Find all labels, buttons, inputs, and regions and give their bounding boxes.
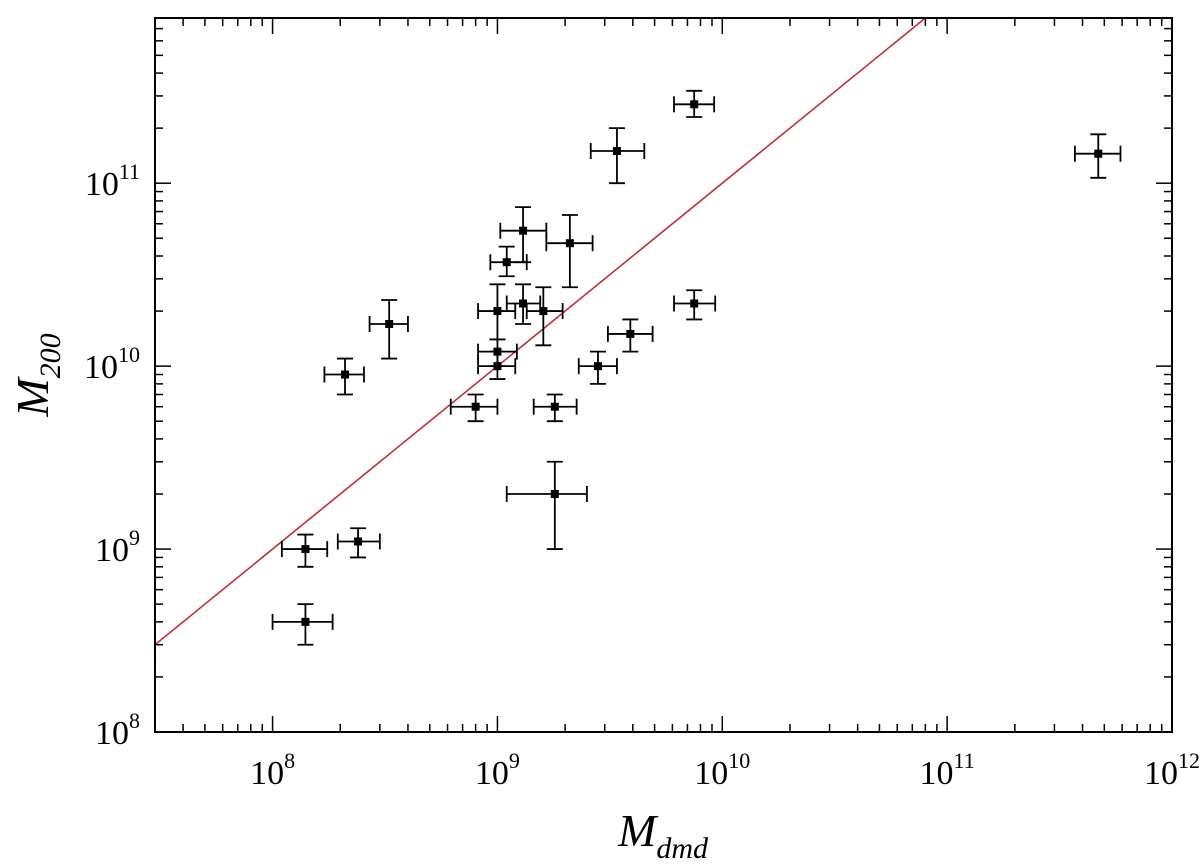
data-point bbox=[545, 214, 594, 289]
point-marker bbox=[519, 226, 528, 235]
point-marker bbox=[301, 545, 310, 554]
point-marker bbox=[690, 299, 699, 308]
data-point bbox=[323, 357, 365, 396]
data-point bbox=[489, 245, 528, 278]
x-tick-label: 108 bbox=[250, 748, 295, 792]
data-point bbox=[673, 289, 717, 321]
point-marker bbox=[493, 307, 502, 316]
point-marker bbox=[626, 329, 635, 338]
y-tick-label: 108 bbox=[95, 708, 140, 752]
point-marker bbox=[493, 362, 502, 371]
data-point bbox=[525, 286, 564, 347]
y-tick-label: 109 bbox=[95, 525, 140, 569]
point-marker bbox=[593, 362, 602, 371]
one-to-one-line bbox=[155, 18, 926, 646]
point-marker bbox=[471, 402, 480, 411]
point-marker bbox=[565, 239, 574, 248]
data-point bbox=[449, 393, 499, 423]
data-point bbox=[280, 533, 329, 568]
point-marker bbox=[354, 537, 363, 546]
x-tick-label: 1011 bbox=[920, 748, 975, 792]
point-marker bbox=[1094, 149, 1103, 158]
point-marker bbox=[502, 258, 511, 267]
data-point bbox=[673, 89, 716, 118]
data-point bbox=[607, 318, 654, 353]
axis-ticks bbox=[154, 17, 1173, 733]
x-tick-label: 109 bbox=[475, 748, 520, 792]
point-marker bbox=[519, 299, 528, 308]
data-point bbox=[577, 350, 618, 385]
plot-frame bbox=[154, 17, 1173, 733]
data-point bbox=[532, 393, 578, 423]
data-point bbox=[477, 350, 517, 380]
x-tick-labels: 108 109 1010 1011 1012 bbox=[250, 748, 1200, 792]
data-point bbox=[477, 283, 517, 341]
data-point bbox=[589, 127, 646, 185]
x-axis-label-main: M bbox=[617, 805, 659, 856]
point-marker bbox=[690, 100, 699, 109]
point-marker bbox=[539, 307, 548, 316]
point-marker bbox=[385, 319, 394, 328]
x-axis-label-sub: dmd bbox=[656, 832, 709, 865]
data-point bbox=[1074, 133, 1122, 179]
point-marker bbox=[301, 617, 310, 626]
y-axis-label-sub: 200 bbox=[34, 333, 67, 378]
data-points-layer bbox=[271, 89, 1122, 646]
point-marker bbox=[550, 402, 559, 411]
reference-line-layer bbox=[155, 18, 926, 646]
point-marker bbox=[550, 490, 559, 498]
y-tick-labels: 108 109 1010 1011 bbox=[84, 159, 140, 752]
data-point bbox=[271, 603, 334, 646]
point-marker bbox=[341, 370, 350, 379]
y-axis-label: M200 bbox=[7, 333, 67, 417]
x-tick-label: 1012 bbox=[1144, 748, 1200, 792]
data-point bbox=[368, 299, 409, 360]
y-tick-label: 1010 bbox=[84, 342, 140, 386]
data-point bbox=[336, 527, 381, 559]
data-point bbox=[505, 283, 542, 325]
y-axis-label-main: M bbox=[7, 376, 58, 418]
point-marker bbox=[612, 146, 621, 155]
y-tick-label: 1011 bbox=[85, 159, 140, 203]
x-axis-label: Mdmd bbox=[617, 805, 709, 865]
x-tick-label: 1010 bbox=[694, 748, 750, 792]
data-point bbox=[505, 460, 588, 550]
